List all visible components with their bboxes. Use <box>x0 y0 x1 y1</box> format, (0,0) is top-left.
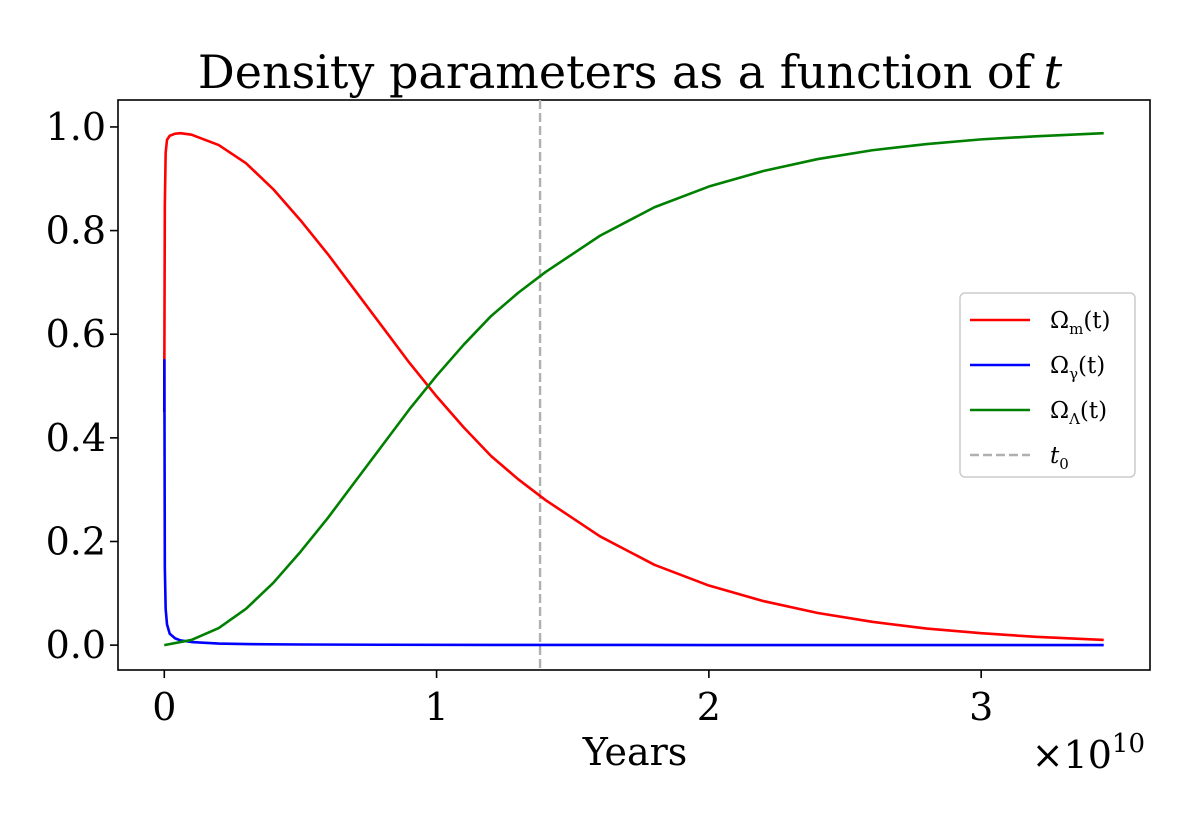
plot-area-frame <box>117 99 1151 671</box>
series-line-γ <box>162 358 1104 647</box>
x-tick-label: 0 <box>152 685 176 729</box>
y-tick-label: 0.6 <box>46 312 106 356</box>
x-scale-prefix: ×10 <box>1032 733 1112 777</box>
y-axis-ticks: 0.0 0.2 0.4 0.6 0.8 1.0 <box>46 105 118 667</box>
chart-title-text: Density parameters as a function of <box>198 45 1035 99</box>
legend-label: Ωm(t) <box>1050 308 1111 338</box>
series-layer <box>162 131 1104 647</box>
chart-title: Density parameters as a function of t <box>198 45 1063 99</box>
x-tick-label: 3 <box>969 685 993 729</box>
legend-label-sub: 0 <box>1059 455 1069 473</box>
y-tick-label: 0.0 <box>46 623 106 667</box>
chart-title-variable: t <box>1044 45 1063 99</box>
legend-label: ΩΛ(t) <box>1050 398 1107 428</box>
x-scale-exponent: 10 <box>1112 729 1145 759</box>
legend-label: Ωγ(t) <box>1050 353 1105 383</box>
y-tick-label: 0.2 <box>46 519 106 563</box>
legend-label-arg: (t) <box>1078 353 1105 379</box>
series-line-Λ <box>164 131 1104 647</box>
legend-label-main: Ω <box>1050 308 1069 334</box>
legend-label-arg: (t) <box>1083 308 1110 334</box>
legend-label-main: Ω <box>1050 353 1069 379</box>
legend: Ωm(t)Ωγ(t)ΩΛ(t)t0 <box>959 292 1136 478</box>
legend-label-arg: (t) <box>1080 398 1107 424</box>
x-tick-label: 2 <box>697 685 721 729</box>
legend-box <box>959 292 1136 478</box>
y-tick-label: 0.8 <box>46 209 106 253</box>
x-axis-label: Years <box>582 730 688 774</box>
legend-label-sub: Λ <box>1068 410 1080 428</box>
x-axis-ticks: 0 1 2 3 <box>152 670 993 729</box>
legend-label: t0 <box>1050 443 1069 473</box>
legend-label-main: t <box>1050 443 1060 469</box>
y-tick-label: 0.4 <box>46 416 106 460</box>
legend-label-sub: m <box>1069 320 1083 338</box>
y-tick-label: 1.0 <box>46 105 106 149</box>
x-axis-scale-multiplier: ×1010 <box>1032 729 1145 777</box>
legend-label-main: Ω <box>1050 398 1069 424</box>
legend-label-sub: γ <box>1069 365 1078 383</box>
x-tick-label: 1 <box>424 685 448 729</box>
series-line-m <box>162 131 1104 642</box>
